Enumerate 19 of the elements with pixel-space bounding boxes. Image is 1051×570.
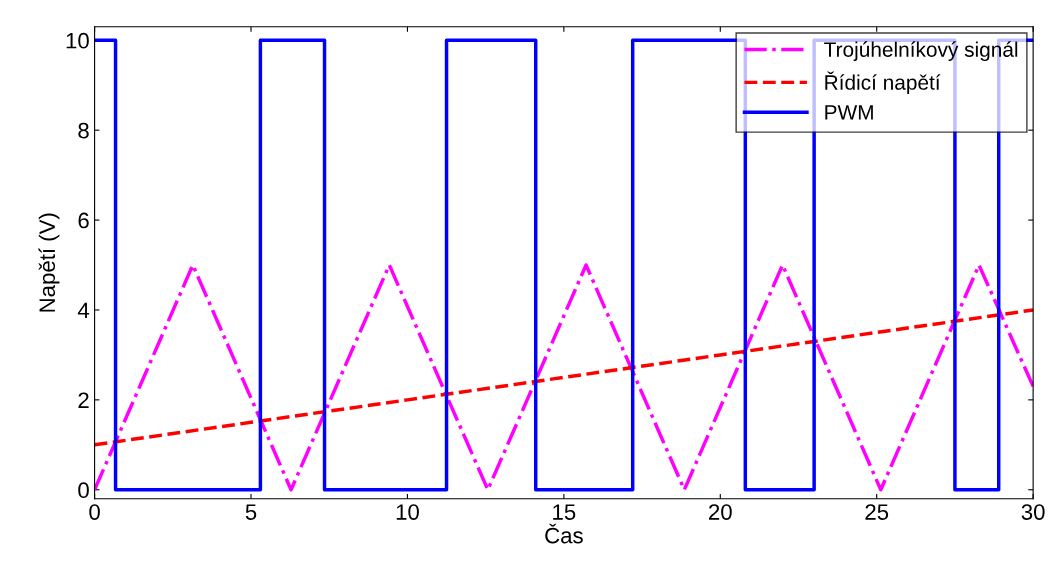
x-tick-label: 0	[89, 504, 100, 520]
y-tick-label: 0	[78, 482, 89, 499]
x-tick-label: 25	[865, 504, 889, 520]
y-axis-title: Napětí (V)	[38, 213, 60, 312]
y-tick-label: 10	[66, 32, 89, 49]
y-tick-label: 2	[78, 392, 89, 408]
legend-label: Trojúhelníkový signál	[824, 41, 1018, 62]
y-tick-label: 8	[78, 122, 89, 139]
x-tick-label: 15	[553, 504, 576, 520]
line-series	[94, 308, 1034, 447]
legend-label: PWM	[825, 105, 873, 120]
y-tick-label: 4	[77, 302, 90, 319]
x-axis-title: Čas	[545, 523, 583, 544]
legend-label: Řídicí napětí	[825, 71, 941, 94]
y-tick-label: 6	[78, 212, 89, 229]
x-tick-label: 20	[709, 504, 732, 520]
x-tick-label: 30	[1021, 504, 1045, 520]
x-tick-label: 5	[245, 504, 257, 520]
x-tick-label: 10	[396, 504, 419, 520]
